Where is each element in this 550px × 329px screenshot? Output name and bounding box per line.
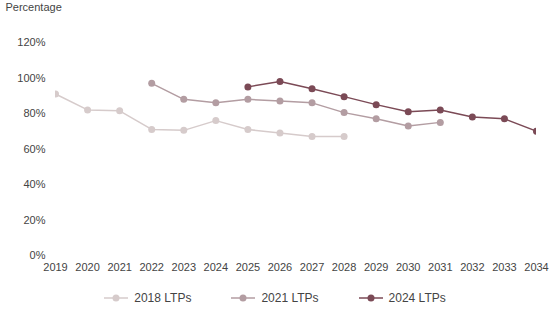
html-text:2024 LTPs: 2024 LTPs: [388, 291, 446, 305]
svg-text:2028: 2028: [332, 261, 356, 273]
html-text:2021 LTPs: 2021 LTPs: [261, 291, 319, 305]
svg-text:80%: 80%: [23, 107, 45, 119]
svg-text:2029: 2029: [364, 261, 388, 273]
svg-text:2030: 2030: [396, 261, 420, 273]
svg-text:120%: 120%: [17, 36, 45, 48]
svg-text:40%: 40%: [23, 178, 45, 190]
svg-text:2024: 2024: [204, 261, 228, 273]
svg-text:2034: 2034: [524, 261, 548, 273]
svg-text:2027: 2027: [300, 261, 324, 273]
svg-text:20%: 20%: [23, 214, 45, 226]
svg-text:0%: 0%: [30, 249, 46, 261]
svg-text:2021: 2021: [107, 261, 131, 273]
svg-text:100%: 100%: [17, 72, 45, 84]
svg-text:2032: 2032: [460, 261, 484, 273]
svg-text:Percentage: Percentage: [6, 1, 62, 13]
svg-text:2023: 2023: [172, 261, 196, 273]
svg-text:2031: 2031: [428, 261, 452, 273]
svg-text:2020: 2020: [75, 261, 99, 273]
svg-text:2033: 2033: [492, 261, 516, 273]
svg-text:60%: 60%: [23, 143, 45, 155]
svg-text:2026: 2026: [268, 261, 292, 273]
html-text:2018 LTPs: 2018 LTPs: [134, 291, 192, 305]
svg-text:2022: 2022: [139, 261, 163, 273]
svg-text:2025: 2025: [236, 261, 260, 273]
svg-text:2019: 2019: [43, 261, 67, 273]
